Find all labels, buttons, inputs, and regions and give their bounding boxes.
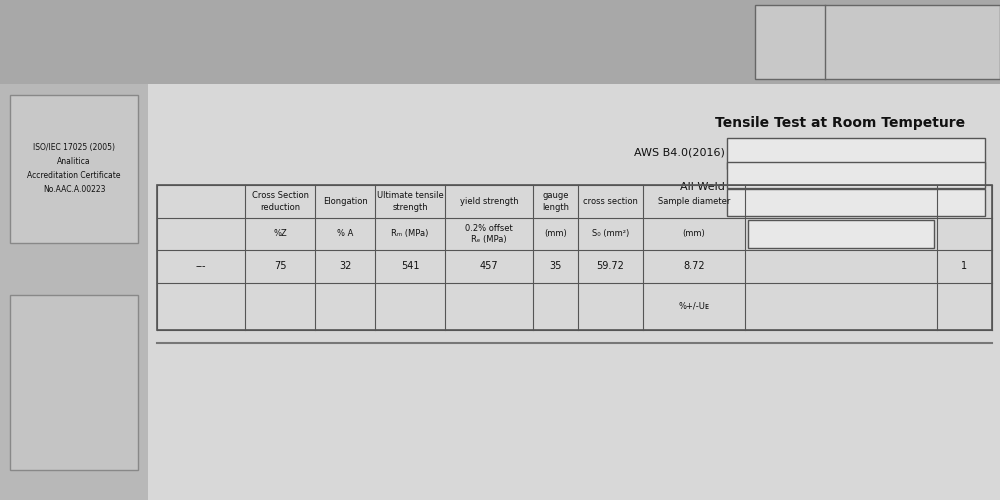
Text: Rₘ (MPa): Rₘ (MPa) bbox=[391, 229, 429, 238]
Text: 59.72: 59.72 bbox=[597, 261, 624, 271]
Text: 8.72: 8.72 bbox=[683, 261, 705, 271]
Bar bbox=[0, 0, 1000, 84]
Text: (mm): (mm) bbox=[683, 229, 705, 238]
Text: 541: 541 bbox=[401, 261, 419, 271]
Text: AWS B4.0(2016): AWS B4.0(2016) bbox=[634, 148, 725, 158]
Text: 0.2% offset
Rₑ (MPa): 0.2% offset Rₑ (MPa) bbox=[465, 224, 513, 244]
Text: 75: 75 bbox=[274, 261, 286, 271]
Bar bbox=[748, 220, 934, 248]
Bar bbox=[148, 84, 1000, 500]
Bar bbox=[727, 162, 985, 188]
Text: cross section: cross section bbox=[583, 197, 638, 206]
Text: yield strength: yield strength bbox=[460, 197, 518, 206]
Text: Cross Section
reduction: Cross Section reduction bbox=[252, 191, 308, 212]
Text: % A: % A bbox=[337, 229, 353, 238]
Text: ---: --- bbox=[196, 261, 206, 271]
Text: %Z: %Z bbox=[273, 229, 287, 238]
Bar bbox=[727, 190, 985, 216]
Bar bbox=[157, 185, 992, 330]
Text: 35: 35 bbox=[549, 261, 562, 271]
Text: Ultimate tensile
strength: Ultimate tensile strength bbox=[377, 191, 443, 212]
Bar bbox=[727, 138, 985, 169]
Text: All Weld: All Weld bbox=[680, 182, 725, 192]
Text: 1: 1 bbox=[961, 261, 968, 271]
Text: ISO/IEC 17025 (2005)
Analitica
Accreditation Certificate
No.AAC.A.00223: ISO/IEC 17025 (2005) Analitica Accredita… bbox=[27, 144, 121, 194]
Text: gauge
length: gauge length bbox=[542, 191, 569, 212]
Bar bbox=[0, 84, 148, 500]
Text: %+/-Uᴇ: %+/-Uᴇ bbox=[678, 302, 710, 310]
Text: (mm): (mm) bbox=[544, 229, 567, 238]
Bar bbox=[755, 5, 1000, 79]
Bar bbox=[10, 95, 138, 242]
Bar bbox=[10, 295, 138, 470]
Text: Sample diameter: Sample diameter bbox=[658, 197, 730, 206]
Text: 32: 32 bbox=[339, 261, 351, 271]
Text: 457: 457 bbox=[480, 261, 498, 271]
Text: Elongation: Elongation bbox=[323, 197, 367, 206]
Text: S₀ (mm²): S₀ (mm²) bbox=[592, 229, 629, 238]
Text: Tensile Test at Room Tempeture: Tensile Test at Room Tempeture bbox=[715, 116, 965, 130]
